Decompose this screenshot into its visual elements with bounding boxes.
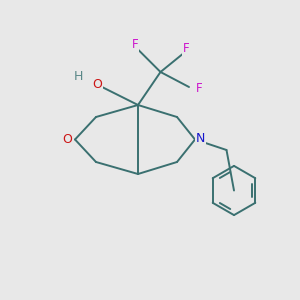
Text: N: N: [196, 131, 205, 145]
Text: O: O: [63, 133, 72, 146]
Text: F: F: [132, 38, 138, 51]
Text: F: F: [183, 42, 189, 56]
Text: H: H: [74, 70, 83, 83]
Text: F: F: [196, 82, 203, 95]
Text: O: O: [93, 77, 102, 91]
